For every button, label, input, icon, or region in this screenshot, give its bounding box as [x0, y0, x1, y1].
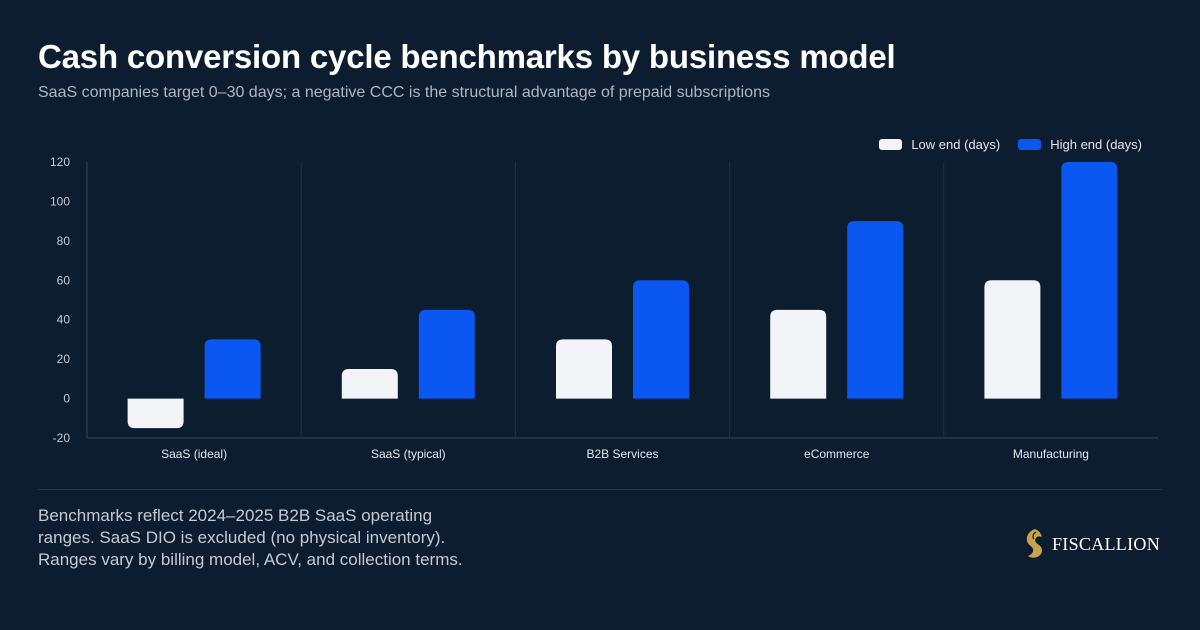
legend-swatch-high: [1018, 139, 1042, 150]
legend-label-high: High end (days): [1050, 137, 1142, 152]
x-tick-label: B2B Services: [586, 447, 658, 461]
chart-title: Cash conversion cycle benchmarks by busi…: [38, 38, 896, 75]
footer-divider: [38, 489, 1162, 490]
bar-high: [847, 221, 904, 399]
x-tick-label: SaaS (ideal): [161, 447, 227, 461]
legend-swatch-low: [879, 139, 903, 150]
y-tick-label: 80: [57, 234, 71, 248]
lion-logo-icon: [1026, 529, 1043, 558]
chart-subtitle: SaaS companies target 0–30 days; a negat…: [38, 84, 770, 101]
footnote: Benchmarks reflect 2024–2025 B2B SaaS op…: [38, 506, 463, 569]
x-tick-label: Manufacturing: [1013, 447, 1089, 461]
bar-low: [341, 369, 398, 399]
legend-label-low: Low end (days): [911, 137, 1001, 152]
y-tick-label: 100: [50, 194, 70, 208]
y-tick-label: -20: [53, 431, 71, 445]
bar-high: [633, 280, 689, 399]
y-tick-label: 20: [57, 352, 71, 366]
bar-low: [984, 280, 1041, 399]
bar-high: [204, 339, 261, 399]
legend-item-high: High end (days): [1018, 137, 1142, 152]
bar-high: [1061, 162, 1118, 399]
bar-low: [127, 398, 184, 429]
x-tick-label: eCommerce: [804, 447, 870, 461]
bar-high: [418, 309, 475, 399]
y-tick-label: 60: [57, 273, 71, 287]
brand-name: FISCALLION: [1051, 533, 1160, 554]
bar-low: [556, 339, 612, 399]
x-tick-label: SaaS (typical): [371, 447, 446, 461]
y-tick-label: 0: [63, 392, 70, 406]
legend-item-low: Low end (days): [879, 137, 1000, 152]
y-tick-label: 120: [50, 155, 70, 169]
y-tick-label: 40: [57, 313, 71, 327]
bar-low: [770, 309, 827, 399]
legend: Low end (days) High end (days): [879, 137, 1142, 152]
brand: FISCALLION: [1024, 528, 1160, 560]
bar-chart: -20 0 20 40 60 80 100 120 SaaS (ideal) SaaS (typi…: [50, 155, 1158, 461]
